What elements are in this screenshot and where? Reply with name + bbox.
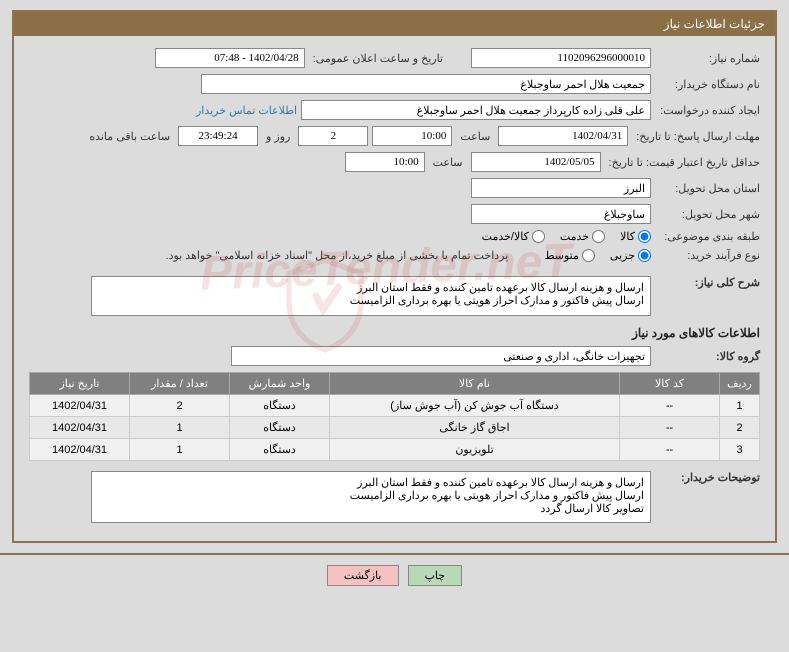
need-number-field[interactable] <box>471 48 651 68</box>
radio-both-label: کالا/خدمت <box>482 230 529 243</box>
table-cell: 2 <box>130 395 230 417</box>
table-cell: دستگاه <box>230 417 330 439</box>
validity-date-field[interactable] <box>471 152 601 172</box>
table-row: 1--دستگاه آب جوش کن (آب جوش ساز)دستگاه21… <box>30 395 760 417</box>
table-cell: 1 <box>720 395 760 417</box>
radio-both[interactable] <box>532 230 545 243</box>
table-row: 3--تلویزیوندستگاه11402/04/31 <box>30 439 760 461</box>
response-date-field[interactable] <box>498 126 628 146</box>
table-cell: -- <box>620 395 720 417</box>
requester-field[interactable] <box>301 100 651 120</box>
label-buyer-org: نام دستگاه خریدار: <box>655 78 760 91</box>
label-buyer-notes: توضیحات خریدار: <box>655 471 760 484</box>
countdown-field <box>178 126 258 146</box>
label-hour-2: ساعت <box>429 156 467 169</box>
days-left-field <box>298 126 368 146</box>
button-row: چاپ بازگشت <box>0 553 789 592</box>
table-cell: 2 <box>720 417 760 439</box>
main-frame: جزئیات اطلاعات نیاز شماره نیاز: تاریخ و … <box>12 10 777 543</box>
radio-goods-label: کالا <box>620 230 635 243</box>
radio-service[interactable] <box>592 230 605 243</box>
back-button[interactable]: بازگشت <box>327 565 399 586</box>
table-cell: 3 <box>720 439 760 461</box>
radio-goods[interactable] <box>638 230 651 243</box>
table-cell: 1402/04/31 <box>30 395 130 417</box>
label-province: استان محل تحویل: <box>655 182 760 195</box>
announce-datetime-field[interactable] <box>155 48 305 68</box>
buyer-contact-link[interactable]: اطلاعات تماس خریدار <box>196 104 297 117</box>
radio-service-label: خدمت <box>560 230 589 243</box>
table-header: کد کالا <box>620 373 720 395</box>
items-table: ردیفکد کالانام کالاواحد شمارشتعداد / مقد… <box>29 372 760 461</box>
radio-partial-label: جزیی <box>610 249 635 262</box>
table-cell: 1 <box>130 417 230 439</box>
table-cell: دستگاه آب جوش کن (آب جوش ساز) <box>330 395 620 417</box>
overall-desc-textarea[interactable] <box>91 276 651 316</box>
table-cell: تلویزیون <box>330 439 620 461</box>
table-cell: -- <box>620 417 720 439</box>
table-cell: 1402/04/31 <box>30 439 130 461</box>
table-cell: 1402/04/31 <box>30 417 130 439</box>
label-announce: تاریخ و ساعت اعلان عمومی: <box>309 52 447 65</box>
table-cell: دستگاه <box>230 395 330 417</box>
table-row: 2--اجاق گاز خانگیدستگاه11402/04/31 <box>30 417 760 439</box>
radio-partial[interactable] <box>638 249 651 262</box>
form-content: شماره نیاز: تاریخ و ساعت اعلان عمومی: نا… <box>14 36 775 541</box>
label-validity: حداقل تاریخ اعتبار قیمت: تا تاریخ: <box>605 156 760 169</box>
print-button[interactable]: چاپ <box>408 565 463 586</box>
table-header: واحد شمارش <box>230 373 330 395</box>
product-group-field[interactable] <box>231 346 651 366</box>
label-hour-1: ساعت <box>456 130 494 143</box>
radio-medium-label: متوسط <box>544 249 579 262</box>
label-city: شهر محل تحویل: <box>655 208 760 221</box>
validity-time-field[interactable] <box>345 152 425 172</box>
radio-medium[interactable] <box>582 249 595 262</box>
label-response-deadline: مهلت ارسال پاسخ: تا تاریخ: <box>632 130 760 143</box>
label-category: طبقه بندی موضوعی: <box>655 230 760 243</box>
label-need-number: شماره نیاز: <box>655 52 760 65</box>
table-cell: -- <box>620 439 720 461</box>
label-purchase-type: نوع فرآیند خرید: <box>655 249 760 262</box>
label-product-group: گروه کالا: <box>655 350 760 363</box>
buyer-org-field[interactable] <box>201 74 651 94</box>
label-days-and: روز و <box>262 130 294 143</box>
title-bar: جزئیات اطلاعات نیاز <box>14 12 775 36</box>
table-cell: اجاق گاز خانگی <box>330 417 620 439</box>
table-header: ردیف <box>720 373 760 395</box>
label-requester: ایجاد کننده درخواست: <box>655 104 760 117</box>
label-remaining: ساعت باقی مانده <box>85 130 174 143</box>
table-header: تعداد / مقدار <box>130 373 230 395</box>
response-time-field[interactable] <box>372 126 452 146</box>
table-cell: دستگاه <box>230 439 330 461</box>
table-header: نام کالا <box>330 373 620 395</box>
items-section-title: اطلاعات کالاهای مورد نیاز <box>29 326 760 340</box>
table-cell: 1 <box>130 439 230 461</box>
buyer-notes-textarea[interactable] <box>91 471 651 523</box>
table-header: تاریخ نیاز <box>30 373 130 395</box>
city-field[interactable] <box>471 204 651 224</box>
province-field[interactable] <box>471 178 651 198</box>
payment-note: پرداخت تمام یا بخشی از مبلغ خرید،از محل … <box>166 249 509 262</box>
label-overall-desc: شرح کلی نیاز: <box>655 276 760 289</box>
